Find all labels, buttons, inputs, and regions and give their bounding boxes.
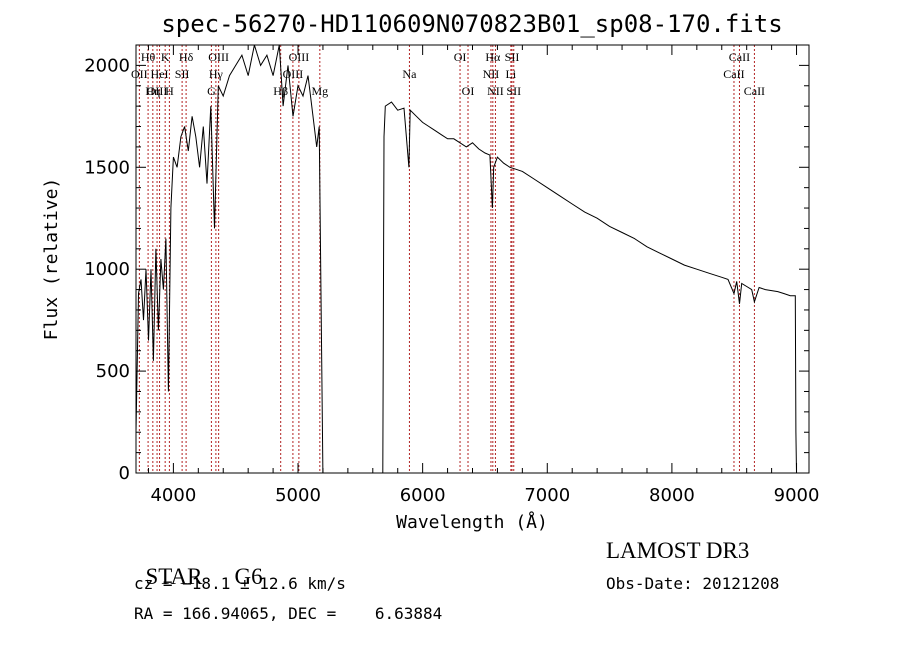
spectral-line-label: K <box>161 50 170 64</box>
spectral-line-markers <box>138 45 755 473</box>
spectral-line-label: H <box>165 84 174 98</box>
object-class-text: STAR <box>145 564 203 589</box>
spectral-line-label: Hα <box>485 50 501 64</box>
x-tick-label: 6000 <box>400 485 446 506</box>
spectral-line-label: OIII <box>289 50 310 64</box>
x-tick-label: 5000 <box>275 485 321 506</box>
spectral-line-label: OIII <box>147 84 168 98</box>
plot-frame <box>135 44 810 474</box>
spectral-line-label: Li <box>506 67 517 81</box>
spectral-line-label: NII <box>487 84 504 98</box>
x-axis-label: Wavelength (Å) <box>396 511 548 533</box>
y-tick-label: 500 <box>96 361 130 382</box>
y-tick-label: 2000 <box>84 55 130 76</box>
y-tick-label: 0 <box>119 463 130 484</box>
spectral-line-label: SII <box>505 50 520 64</box>
spectral-line-label: SII <box>175 67 190 81</box>
x-tick-label: 8000 <box>649 485 695 506</box>
object-subclass-text: G6 <box>234 564 263 589</box>
spectral-line-label: OII <box>131 67 148 81</box>
spectrum-line <box>135 44 797 474</box>
chart-title: spec-56270-HD110609N070823B01_sp08-170.f… <box>161 10 782 38</box>
y-tick-label: 1000 <box>84 259 130 280</box>
spectral-line-label: CaII <box>729 50 750 64</box>
redshift-info: cz = −18.1 ± 12.6 km/s <box>134 574 346 593</box>
spectral-line-label: Mg <box>311 84 328 98</box>
x-tick-label: 9000 <box>774 485 820 506</box>
object-class: STAR G6 <box>134 538 263 590</box>
spectral-line-label: CaII <box>723 67 744 81</box>
spectral-line-label: OIII <box>283 67 304 81</box>
spectral-line-label: Hγ <box>209 67 224 81</box>
y-tick-label: 1500 <box>84 157 130 178</box>
x-tick-label: 7000 <box>524 485 570 506</box>
survey-name: LAMOST DR3 <box>606 538 750 563</box>
spectral-line-label: Hη <box>145 84 160 98</box>
x-tick-label: 4000 <box>150 485 196 506</box>
spectral-line-label: Na <box>402 67 417 81</box>
spectral-line-label: Hθ <box>141 50 156 64</box>
y-axis-label: Flux (relative) <box>41 178 62 341</box>
spectral-line-label: CaII <box>744 84 765 98</box>
coordinates-info: RA = 166.94065, DEC = 6.63884 <box>134 604 443 623</box>
spectral-line-label: OI <box>454 50 467 64</box>
spectral-line-label: OI <box>462 84 475 98</box>
spectral-line-label: OIII <box>208 50 229 64</box>
x-axis-ticks: 4000 5000 6000 7000 8000 9000 <box>147 45 820 506</box>
obs-date-info: Obs-Date: 20121208 <box>606 574 780 593</box>
y-axis-ticks: 0 500 1000 1500 2000 <box>84 44 809 484</box>
spectral-line-label: G <box>207 84 216 98</box>
spectral-line-label: NII <box>483 67 500 81</box>
spectral-line-label: Hδ <box>179 50 194 64</box>
spectral-line-label: SII <box>506 84 521 98</box>
spectral-line-label: HeI <box>151 67 169 81</box>
